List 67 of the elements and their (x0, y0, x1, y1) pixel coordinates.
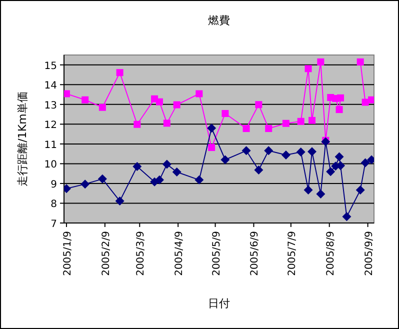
point (116, 69, 124, 76)
point (82, 96, 89, 104)
point (321, 137, 330, 146)
point (64, 90, 70, 98)
y-tick-label: 8 (50, 199, 57, 210)
point (337, 94, 344, 102)
y-axis-title: 走行距離/1Km単価 (16, 92, 29, 186)
point (80, 180, 90, 189)
x-tick-label: 2005/5/9 (211, 231, 222, 276)
point (242, 125, 250, 132)
y-tick-label: 15 (44, 60, 57, 72)
point (297, 118, 304, 125)
point (173, 101, 180, 108)
point (368, 96, 374, 104)
point (254, 166, 264, 175)
point (282, 120, 290, 127)
x-tick-label: 2005/8/9 (325, 231, 336, 276)
point (98, 104, 106, 111)
point (220, 155, 230, 164)
y-tick-label: 9 (50, 179, 57, 190)
y-tick-label: 7 (50, 219, 57, 230)
point (265, 125, 272, 132)
point (316, 189, 326, 198)
point (194, 175, 204, 184)
point (326, 167, 336, 176)
point (356, 58, 364, 66)
point (304, 65, 312, 72)
point (342, 212, 352, 222)
y-tick-label: 12 (44, 120, 57, 132)
point (317, 58, 324, 66)
point (296, 148, 306, 157)
y-tick-label: 10 (44, 160, 57, 171)
point (156, 98, 163, 106)
point (281, 150, 290, 160)
point (334, 152, 344, 162)
point (308, 147, 316, 156)
x-tick-label: 2005/4/9 (174, 231, 186, 276)
y-tick-label: 13 (44, 100, 57, 112)
point (360, 158, 370, 168)
x-tick-label: 2005/7/9 (286, 231, 298, 276)
point (98, 174, 107, 184)
point (196, 90, 203, 98)
point (162, 160, 172, 169)
point (264, 146, 274, 156)
point (208, 144, 216, 151)
point (207, 124, 216, 133)
point (356, 185, 365, 194)
x-tick-label: 2005/6/9 (250, 231, 261, 276)
x-axis-title: 日付 (208, 297, 230, 310)
x-tick-label: 2005/3/9 (136, 231, 147, 276)
point (132, 162, 142, 171)
point (336, 106, 343, 114)
point (304, 185, 313, 194)
y-tick-label: 14 (44, 80, 57, 92)
point (308, 116, 316, 124)
x-tick-label: 2005/1/9 (62, 231, 74, 276)
point (163, 120, 170, 127)
point (115, 196, 124, 206)
point (172, 168, 182, 177)
chart-title: 燃費 (208, 14, 230, 27)
point (255, 101, 262, 108)
x-tick-label: 2005/2/9 (100, 231, 112, 276)
x-tick-label: 2005/9/9 (364, 231, 375, 276)
point (242, 146, 251, 156)
y-tick-label: 11 (44, 140, 57, 151)
point (222, 110, 229, 118)
point (134, 120, 141, 128)
